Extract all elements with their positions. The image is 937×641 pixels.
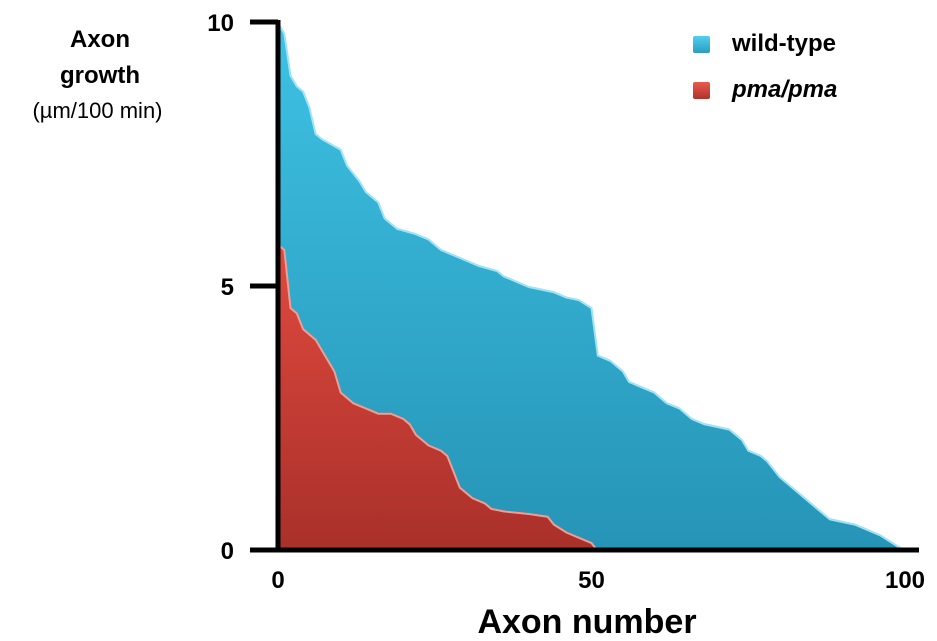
area-edge-pma: [277, 244, 599, 552]
legend-item-wild-type: wild-type: [693, 30, 836, 58]
y-axis-label-line-2: growth: [60, 62, 140, 89]
y-axis-label-unit: (µm/100 min): [32, 98, 163, 123]
legend-swatch-pma: [693, 81, 710, 99]
y-tick-label-5: 5: [221, 274, 234, 301]
area-pma: [278, 243, 598, 551]
x-tick-label-50: 50: [578, 567, 605, 594]
area-edge-wild-type: [277, 22, 906, 552]
y-tick-label-0: 0: [221, 538, 234, 565]
legend-label-pma: pma/pma: [732, 76, 838, 103]
y-axis-label-line-1: Axon: [70, 26, 130, 53]
x-tick-label-0: 0: [271, 567, 284, 594]
x-tick-label-100: 100: [885, 567, 925, 594]
y-tick-label-10: 10: [207, 10, 234, 37]
legend-swatch-wild-type: [693, 35, 710, 53]
legend-label-wild-type: wild-type: [732, 30, 837, 57]
x-axis-label: Axon number: [477, 603, 696, 641]
legend-item-pma: pma/pma: [693, 76, 837, 104]
area-wild-type: [278, 22, 905, 550]
